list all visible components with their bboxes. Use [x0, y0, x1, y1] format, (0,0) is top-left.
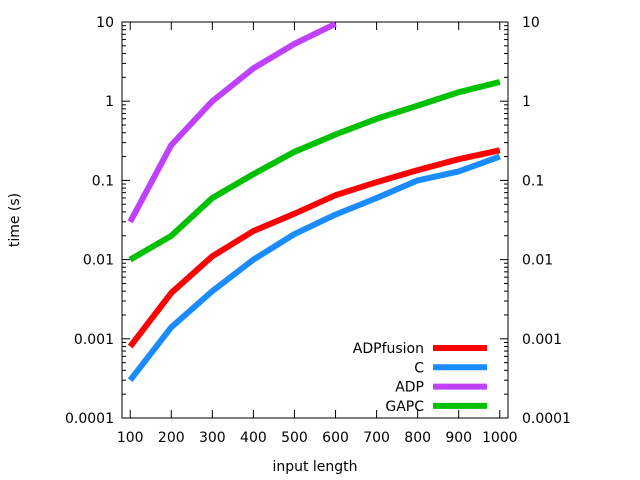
y-tick-label-left: 0.001 — [74, 332, 114, 348]
x-tick-label: 800 — [404, 430, 431, 446]
y-tick-label-right: 10 — [522, 15, 540, 31]
x-tick-label: 900 — [445, 430, 472, 446]
y-tick-label-left: 0.01 — [83, 253, 114, 269]
series-line-gapc — [128, 79, 501, 263]
x-tick-label: 500 — [281, 430, 308, 446]
plot-frame — [121, 21, 509, 419]
legend-label: C — [414, 360, 424, 376]
series-line-adp — [127, 21, 337, 224]
x-tick-label: 600 — [322, 430, 349, 446]
legend-label: ADP — [395, 380, 424, 396]
y-tick-label-left: 0.1 — [92, 173, 114, 189]
y-tick-label-right: 0.1 — [522, 173, 544, 189]
series-line-c — [127, 153, 501, 383]
series-line-adpfusion — [127, 147, 501, 349]
y-tick-label-right: 0.001 — [522, 332, 562, 348]
x-tick-label: 200 — [158, 430, 185, 446]
legend: ADPfusion C ADP GAPC — [353, 341, 487, 415]
y-tick-label-left: 1 — [105, 94, 114, 110]
y-tick-label-left: 0.0001 — [65, 411, 114, 427]
legend-label: GAPC — [385, 399, 424, 415]
legend-label: ADPfusion — [353, 341, 424, 357]
axis-ticks — [122, 21, 508, 419]
series-lines — [127, 21, 501, 383]
x-tick-label: 300 — [199, 430, 226, 446]
y-tick-label-right: 1 — [522, 94, 531, 110]
y-tick-label-left: 10 — [96, 15, 114, 31]
y-tick-label-right: 0.01 — [522, 253, 553, 269]
x-axis-label: input length — [272, 459, 357, 475]
x-tick-label: 1000 — [482, 430, 518, 446]
x-tick-label: 100 — [117, 430, 144, 446]
y-tick-label-right: 0.0001 — [522, 411, 571, 427]
y-axis-label: time (s) — [7, 193, 23, 247]
x-tick-label: 700 — [363, 430, 390, 446]
x-tick-label: 400 — [240, 430, 267, 446]
